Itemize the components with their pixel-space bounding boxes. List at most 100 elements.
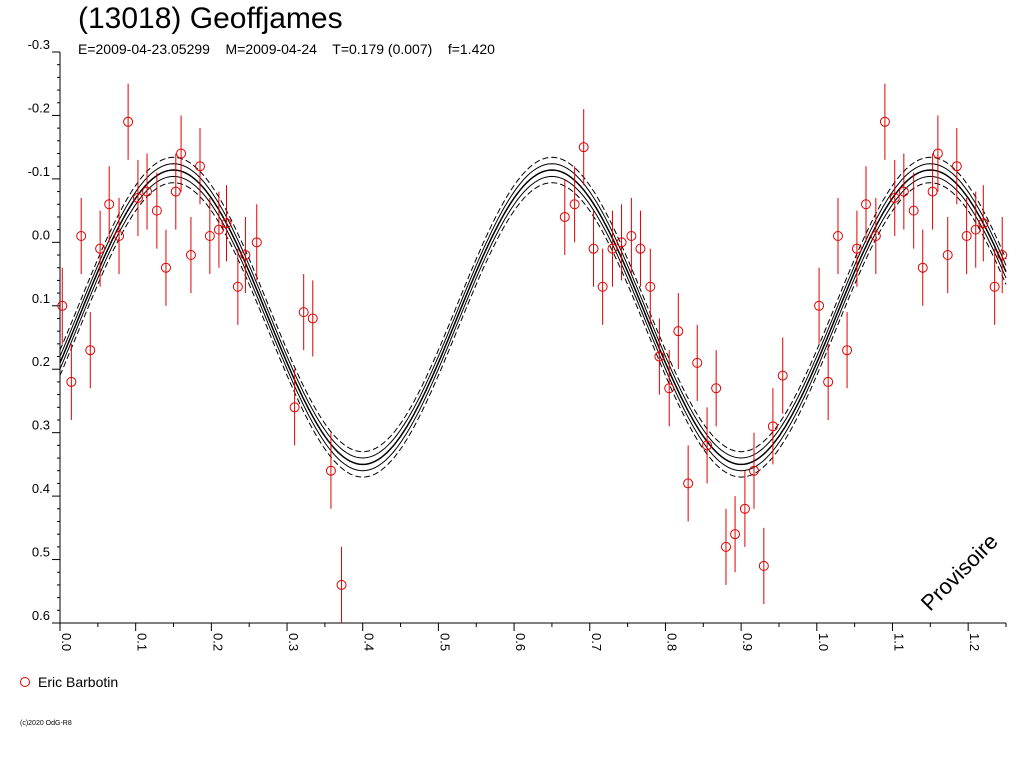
data-point — [307, 280, 318, 357]
point-marker — [240, 250, 251, 261]
y-tick-label: 0.5 — [32, 545, 50, 560]
x-tick-label: 1.1 — [891, 633, 906, 651]
data-point — [588, 210, 599, 287]
point-marker — [132, 192, 143, 203]
y-tick-label: 0.0 — [32, 227, 50, 242]
data-point — [748, 432, 759, 509]
y-tick-label: 0.4 — [32, 481, 50, 496]
point-marker — [57, 300, 68, 311]
data-point — [151, 172, 162, 249]
point-marker — [692, 357, 703, 368]
point-marker — [95, 243, 106, 254]
point-marker — [767, 421, 778, 432]
point-marker — [823, 376, 834, 387]
data-point — [917, 229, 928, 306]
data-point — [240, 216, 251, 294]
y-tick-label: -0.2 — [28, 100, 50, 115]
data-point — [654, 318, 665, 395]
y-tick-label: -0.1 — [28, 164, 50, 179]
data-point — [758, 527, 769, 604]
data-point — [870, 197, 881, 275]
point-marker — [151, 205, 162, 216]
point-marker — [569, 199, 580, 210]
point-marker — [85, 345, 96, 356]
data-point — [185, 216, 196, 294]
fit-envelope-upper — [59, 163, 1007, 459]
point-marker — [170, 186, 181, 197]
y-tick-label: -0.3 — [28, 37, 50, 52]
point-marker — [645, 281, 656, 292]
point-marker — [997, 250, 1008, 261]
point-marker — [597, 281, 608, 292]
data-point — [142, 153, 153, 230]
point-marker — [104, 199, 115, 210]
copyright-text: (c)2020 OdG-R8 — [20, 720, 72, 727]
point-marker — [325, 465, 336, 476]
point-marker — [720, 541, 731, 552]
point-marker — [683, 478, 694, 489]
data-point — [578, 109, 589, 186]
x-tick-label: 0.5 — [437, 633, 452, 651]
point-marker — [758, 560, 769, 571]
data-point — [251, 204, 262, 281]
y-tick-label: 0.2 — [32, 354, 50, 369]
data-point — [879, 83, 890, 160]
point-marker — [711, 383, 722, 394]
data-point — [777, 337, 788, 414]
y-tick-label: 0.3 — [32, 418, 50, 433]
data-point — [961, 197, 972, 275]
data-point — [104, 166, 115, 243]
point-marker — [989, 281, 1000, 292]
data-point — [898, 153, 909, 230]
data-point — [95, 210, 106, 287]
data-point — [842, 312, 853, 389]
data-point — [932, 115, 943, 192]
data-point — [221, 185, 232, 262]
data-point — [616, 204, 627, 281]
data-point — [951, 128, 962, 205]
data-point — [204, 197, 215, 275]
legend: Eric Barbotin — [20, 674, 118, 690]
y-tick-label: 0.6 — [32, 608, 50, 623]
data-point — [160, 229, 171, 306]
data-point — [908, 172, 919, 249]
data-point — [832, 197, 843, 275]
point-marker — [942, 250, 953, 261]
point-marker — [842, 345, 853, 356]
x-tick-label: 0.0 — [59, 633, 74, 651]
data-point — [823, 343, 834, 420]
point-marker — [289, 402, 300, 413]
point-marker — [851, 243, 862, 254]
point-marker — [204, 230, 215, 241]
point-marker — [860, 199, 871, 210]
point-marker — [654, 351, 665, 362]
point-marker — [730, 529, 741, 540]
point-marker — [616, 237, 627, 248]
data-point — [645, 248, 656, 325]
point-marker — [870, 230, 881, 241]
data-point — [851, 210, 862, 287]
x-tick-label: 0.8 — [664, 633, 679, 651]
point-marker — [185, 250, 196, 261]
data-point — [767, 388, 778, 465]
point-marker — [889, 192, 900, 203]
fit-confidence-upper — [59, 156, 1007, 453]
data-point — [626, 197, 637, 275]
point-marker — [626, 230, 637, 241]
data-point — [597, 248, 608, 325]
point-marker — [978, 218, 989, 229]
point-marker — [739, 503, 750, 514]
data-point — [635, 210, 646, 287]
data-point — [970, 191, 981, 268]
data-point — [720, 508, 731, 585]
fit-envelope-lower — [59, 175, 1007, 472]
legend-marker-icon — [20, 677, 30, 687]
point-marker — [917, 262, 928, 273]
chart-title: (13018) Geoffjames — [78, 2, 343, 35]
fit-curves — [59, 156, 1007, 478]
watermark-text: Provisoire — [916, 529, 1003, 616]
x-tick-label: 0.2 — [210, 633, 225, 651]
data-point — [692, 324, 703, 401]
point-marker — [702, 440, 713, 451]
